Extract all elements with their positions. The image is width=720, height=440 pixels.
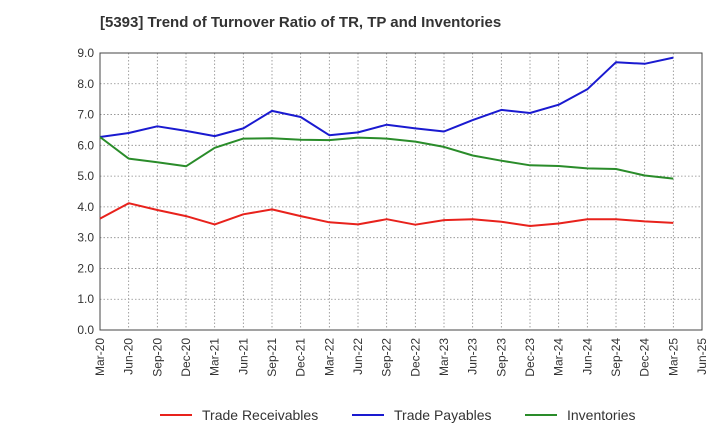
y-tick-label: 8.0 [77,77,94,91]
x-tick-label: Dec-21 [294,338,308,377]
legend-item-trade-payables: Trade Payables [352,404,492,426]
legend-item-trade-receivables: Trade Receivables [160,404,318,426]
legend-swatch-inventories [525,414,557,416]
y-tick-label: 7.0 [77,108,94,122]
x-tick-label: Jun-23 [466,338,480,375]
legend-label-inventories: Inventories [567,407,636,423]
x-tick-label: Jun-22 [351,338,365,375]
chart-title: [5393] Trend of Turnover Ratio of TR, TP… [100,14,502,31]
x-tick-label: Dec-24 [638,338,652,377]
x-tick-label: Dec-22 [408,338,422,377]
series-line-trade-payables [99,56,674,138]
series-lines [99,56,674,227]
x-tick-label: Sep-23 [494,338,508,377]
x-tick-label: Dec-20 [179,338,193,377]
y-tick-label: 9.0 [77,46,94,60]
x-tick-label: Jun-20 [122,338,136,375]
axes [99,52,703,331]
x-tick-label: Sep-24 [609,338,623,377]
x-tick-label: Mar-20 [93,338,107,376]
y-tick-label: 3.0 [77,231,94,245]
y-tick-label: 1.0 [77,292,94,306]
legend-swatch-trade-payables [352,414,384,416]
plot-frame [99,52,703,331]
legend: Trade Receivables Trade Payables Invento… [0,404,720,426]
x-tick-label: Jun-21 [236,338,250,375]
x-tick-label: Sep-20 [150,338,164,377]
series-line-trade-receivables [99,202,674,227]
y-tick-label: 6.0 [77,138,94,152]
grid-lines [99,52,703,331]
x-tick-label: Jun-24 [580,338,594,375]
legend-item-inventories: Inventories [525,404,635,426]
legend-swatch-trade-receivables [160,414,192,416]
x-tick-label: Mar-22 [322,338,336,376]
x-tick-label: Mar-25 [666,338,680,376]
x-tick-label: Mar-24 [552,338,566,376]
legend-label-trade-receivables: Trade Receivables [202,407,319,423]
legend-label-trade-payables: Trade Payables [394,407,492,423]
x-tick-label: Sep-22 [380,338,394,377]
x-tick-label: Mar-23 [437,338,451,376]
x-tick-label: Mar-21 [208,338,222,376]
tick-labels: 0.0 1.0 2.0 3.0 4.0 5.0 6.0 7.0 8.0 9.0 Mar-20 Jun-… [77,46,709,377]
y-tick-label: 5.0 [77,169,94,183]
series-line-inventories [99,136,674,180]
x-tick-label: Jun-25 [695,338,709,375]
y-tick-label: 0.0 [77,323,94,337]
y-tick-label: 4.0 [77,200,94,214]
x-tick-label: Sep-21 [265,338,279,377]
x-tick-label: Dec-23 [523,338,537,377]
y-tick-label: 2.0 [77,261,94,275]
